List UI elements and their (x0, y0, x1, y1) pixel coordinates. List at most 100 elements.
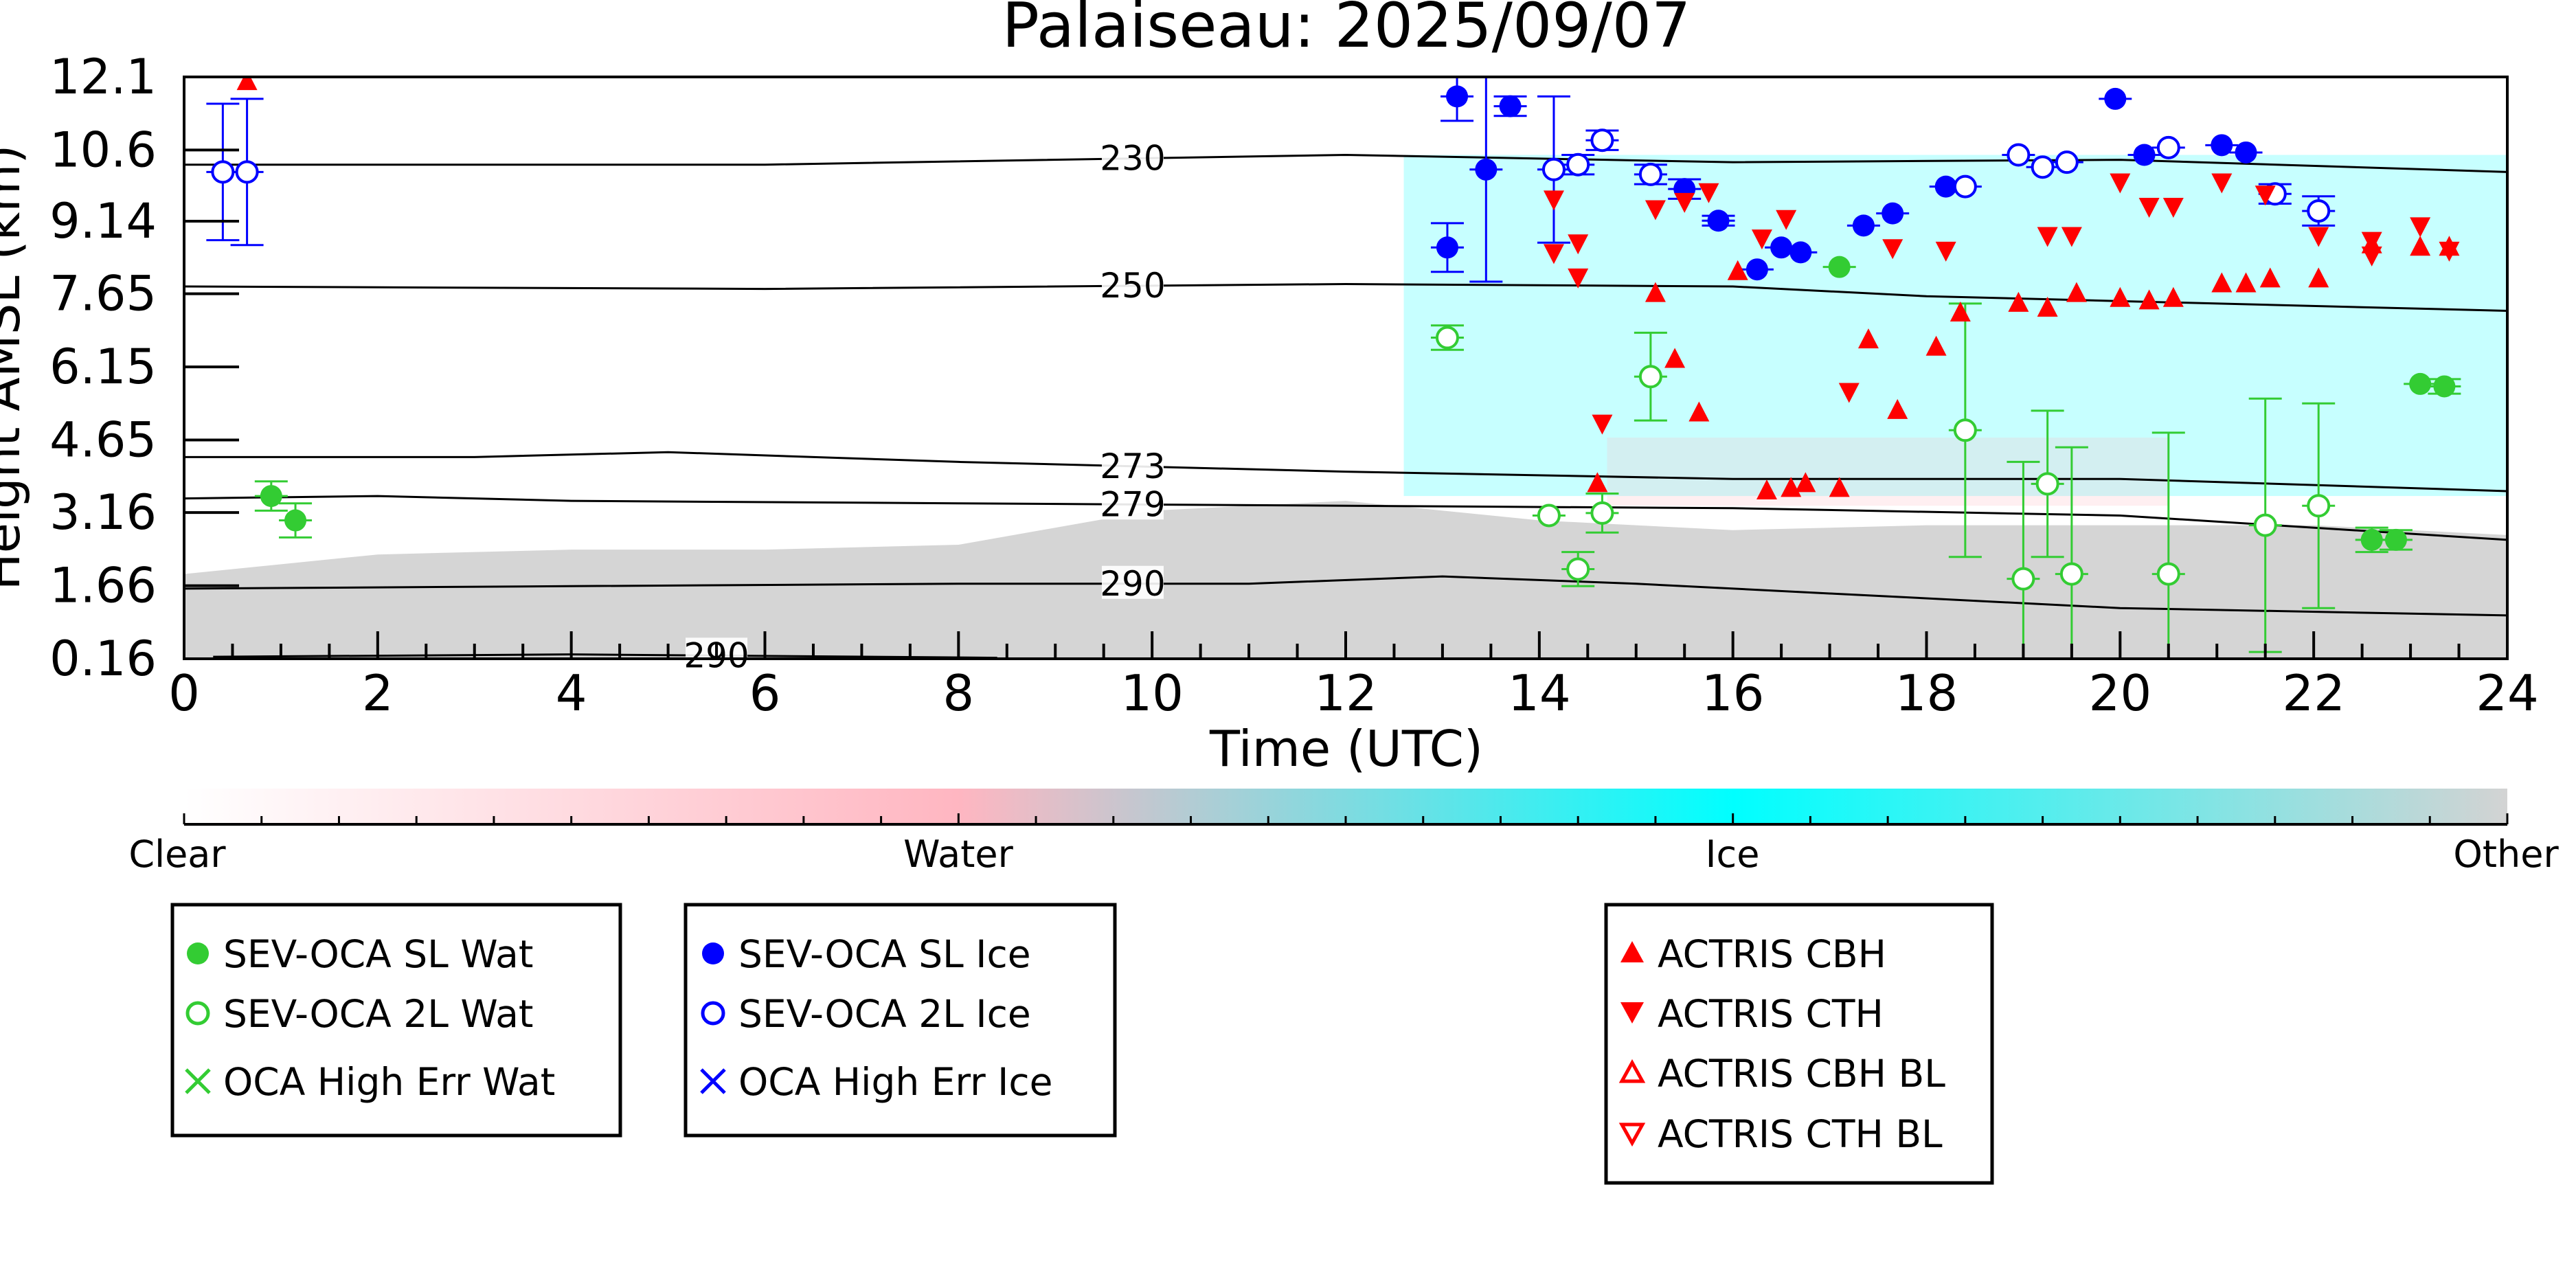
marker-sev-oca-2l-wat (2011, 567, 2035, 591)
marker-actris-cbh (1950, 302, 1971, 322)
marker-sev-oca-2l-wat (2035, 472, 2059, 496)
x-tick-label: 6 (749, 664, 781, 722)
contour-line-230 (184, 154, 2507, 173)
legend-marker-actris-cbh-bl (1618, 1059, 1646, 1083)
marker-actris-cbh (2308, 267, 2329, 288)
marker-sev-oca-2l-wat (1435, 326, 1459, 350)
marker-actris-cth (1645, 200, 1666, 221)
x-tick-label: 10 (1120, 664, 1184, 722)
contour-label-bg-279 (1101, 486, 1164, 520)
y-tick-label: 0.16 (49, 631, 157, 687)
marker-sev-oca-2l-ice (1638, 162, 1662, 186)
marker-sev-oca-2l-ice (1953, 174, 1977, 199)
contour-label-bg-273 (1101, 448, 1164, 482)
contour-label-bg-230 (1101, 140, 1164, 174)
legend-marker-actris-cth (1620, 1002, 1644, 1024)
y-tick-label: 10.6 (49, 122, 157, 178)
marker-actris-cbh (2138, 289, 2160, 310)
marker-actris-cbh (2162, 286, 2184, 307)
marker-sev-oca-sl-ice (1852, 214, 1875, 237)
marker-actris-cth (1882, 239, 1903, 260)
marker-sev-oca-2l-ice (1566, 152, 1590, 177)
marker-sev-oca-sl-ice (2104, 87, 2127, 110)
marker-actris-cth (2439, 241, 2460, 262)
legend-marker-sev-oca-2l-ice (701, 1001, 725, 1026)
marker-actris-cbh (1795, 472, 1816, 493)
marker-sev-oca-sl-ice (1436, 236, 1458, 259)
marker-sev-oca-sl-ice (1475, 158, 1498, 181)
marker-sev-oca-sl-ice (1745, 258, 1768, 281)
marker-actris-cth (2361, 231, 2382, 252)
legend-marker-actris-cbh (1620, 941, 1644, 962)
x-tick-label: 4 (556, 664, 587, 722)
marker-actris-cth (2361, 246, 2382, 267)
legend-marker-actris-cth-bl (1618, 1122, 1646, 1147)
x-tick-label: 8 (942, 664, 974, 722)
marker-sev-oca-sl-ice (1446, 85, 1469, 108)
marker-sev-oca-2l-wat (2253, 513, 2277, 537)
marker-sev-oca-2l-wat (2307, 494, 2331, 518)
marker-sev-oca-2l-wat (1590, 501, 1614, 525)
marker-actris-cbh (2066, 282, 2087, 302)
marker-sev-oca-sl-wat (2433, 375, 2456, 398)
legend-ice: SEV-OCA SL Ice SEV-OCA 2L Ice OCA High E… (683, 903, 1117, 1138)
colorbar-label-ice: Ice (1706, 833, 1760, 876)
marker-actris-cbh (1664, 348, 1686, 368)
marker-sev-oca-sl-ice (1882, 202, 1904, 225)
marker-sev-oca-sl-ice (2211, 134, 2233, 157)
x-axis-label: Time (UTC) (1209, 720, 1483, 778)
x-tick-label: 18 (1895, 664, 1958, 722)
marker-actris-cth (1543, 244, 1564, 264)
legend-marker-oca-high-err-wat (185, 1068, 211, 1094)
marker-actris-cth (2162, 197, 2184, 218)
contour-label-bg-250 (1101, 268, 1164, 302)
marker-sev-oca-sl-ice (1770, 236, 1793, 259)
marker-sev-oca-sl-ice (1707, 210, 1730, 232)
marker-sev-oca-2l-ice (2055, 150, 2079, 174)
marker-actris-cth (1568, 234, 1589, 255)
marker-actris-cbh (1857, 328, 1879, 349)
marker-actris-cth (2211, 173, 2233, 194)
legend-marker-sev-oca-2l-wat (185, 1001, 210, 1026)
marker-sev-oca-2l-wat (2156, 562, 2180, 586)
x-axis: 0 2 4 6 8 10 12 14 16 18 20 22 24 (168, 631, 2539, 722)
legend-label-actris-cth: ACTRIS CTH (1658, 992, 1884, 1036)
marker-actris-cth (2110, 173, 2131, 194)
marker-actris-cth (1838, 383, 1860, 403)
marker-actris-cbh (2259, 267, 2281, 288)
x-tick-label: 0 (168, 664, 200, 722)
marker-sev-oca-sl-wat (260, 485, 282, 508)
y-axis-label: Height AMSL (km) (0, 145, 31, 591)
colorbar: Clear Water Ice Other (128, 789, 2559, 876)
marker-sev-oca-sl-ice (2133, 144, 2156, 166)
marker-actris-cth (1568, 268, 1589, 289)
x-tick-label: 14 (1508, 664, 1571, 722)
legend-label-sev-oca-sl-ice: SEV-OCA SL Ice (738, 932, 1031, 976)
x-tick-label: 22 (2282, 664, 2345, 722)
colorbar-label-water: Water (903, 833, 1013, 876)
marker-actris-cth (2037, 227, 2058, 247)
marker-actris-cbh (2008, 291, 2029, 312)
marker-actris-cth (1935, 241, 1956, 262)
marker-sev-oca-sl-ice (2235, 141, 2257, 163)
legend-box-water (170, 903, 622, 1138)
marker-sev-oca-sl-wat (1828, 256, 1851, 278)
colorbar-label-clear: Clear (128, 833, 226, 876)
marker-sev-oca-sl-ice (1499, 95, 1522, 117)
marker-sev-oca-2l-ice (211, 160, 235, 184)
marker-actris-cth (2410, 217, 2431, 238)
marker-actris-cth (1751, 229, 1772, 250)
legend-label-oca-high-err-wat: OCA High Err Wat (223, 1060, 555, 1104)
marker-actris-cth (2255, 185, 2276, 206)
legend-label-sev-oca-2l-ice: SEV-OCA 2L Ice (738, 992, 1031, 1036)
contour-label-bg-290 (1101, 565, 1164, 599)
x-tick-label: 24 (2476, 664, 2539, 722)
y-tick-label: 9.14 (49, 193, 157, 249)
y-tick-label: 1.66 (49, 558, 157, 614)
y-tick-label: 6.15 (49, 339, 157, 395)
marker-sev-oca-2l-wat (1566, 557, 1590, 581)
marker-actris-cbh (2410, 236, 2431, 256)
marker-sev-oca-2l-wat (1537, 504, 1561, 528)
legend-box-actris (1604, 903, 1994, 1185)
